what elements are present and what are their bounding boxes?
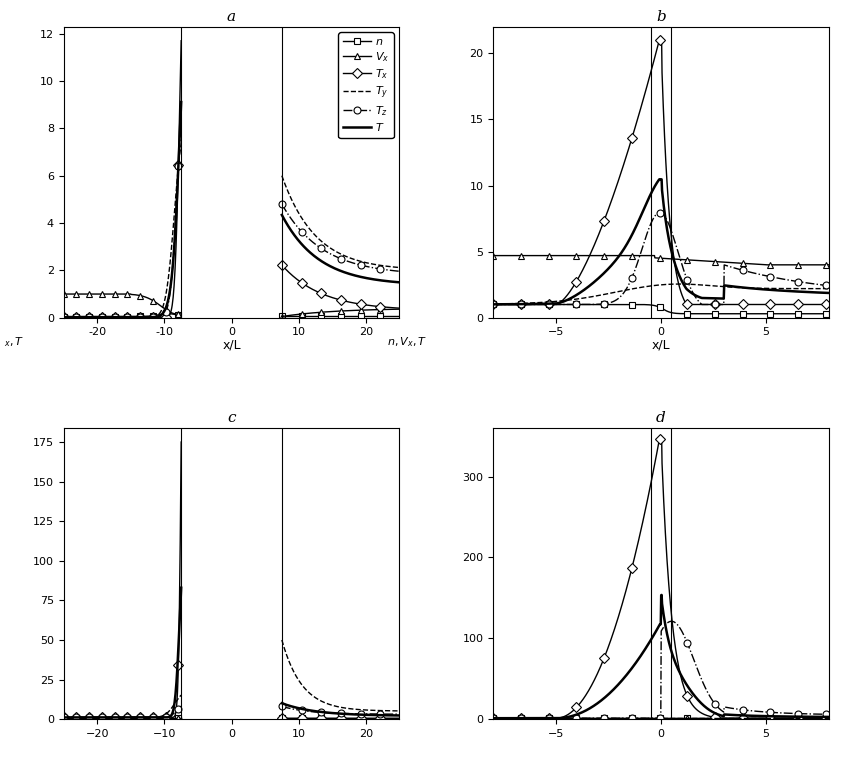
Text: $n,V_x,T$: $n,V_x,T$ [387, 335, 428, 349]
Legend: $n$, $V_x$, $T_x$, $T_y$, $T_z$, $T$: $n$, $V_x$, $T_x$, $T_y$, $T_z$, $T$ [338, 32, 394, 138]
Text: b: b [656, 10, 666, 24]
Text: $_{x},T$: $_{x},T$ [4, 335, 25, 349]
Text: d: d [656, 411, 666, 425]
Text: a: a [227, 10, 236, 24]
Text: c: c [227, 411, 235, 425]
X-axis label: x/L: x/L [652, 339, 671, 352]
X-axis label: x/L: x/L [222, 339, 241, 352]
